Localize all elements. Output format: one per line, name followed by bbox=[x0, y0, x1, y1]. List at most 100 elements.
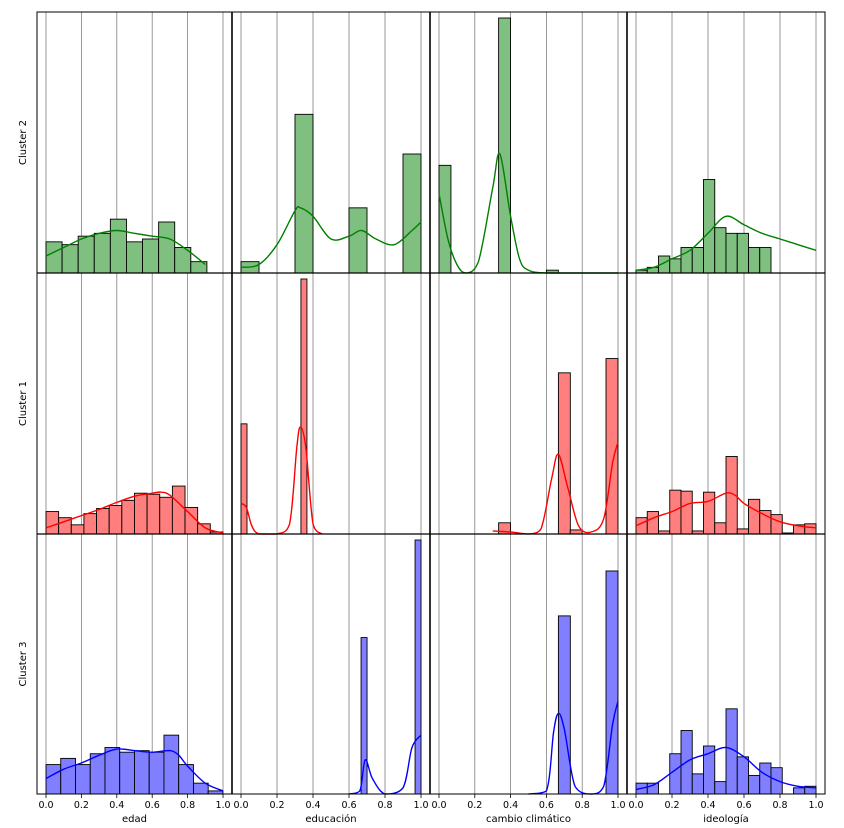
row-label-cluster-1: Cluster 1 bbox=[18, 381, 29, 426]
histogram-bar-cluster-1-edad-5 bbox=[108, 504, 123, 535]
x-axis-label-educacion: educación bbox=[305, 813, 356, 825]
histogram-bar-cluster-3-educacion-1 bbox=[414, 539, 422, 795]
histogram-bar-cluster-3-edad-1 bbox=[60, 757, 76, 795]
panel-cluster-1-edad bbox=[45, 485, 224, 535]
tick-label-edad-3: 0.6 bbox=[145, 800, 160, 811]
tick-label-cambio-climatico-2: 0.4 bbox=[503, 800, 518, 811]
tick-label-cambio-climatico-1: 0.2 bbox=[467, 800, 482, 811]
histogram-bar-cluster-2-edad-4 bbox=[109, 218, 127, 274]
row-label-cluster-3: Cluster 3 bbox=[18, 641, 29, 686]
x-axis-label-edad: edad bbox=[122, 814, 147, 825]
tick-label-cambio-climatico-0: 0.0 bbox=[431, 800, 446, 811]
histogram-bar-cluster-1-edad-6 bbox=[121, 499, 135, 535]
panel-cluster-2-educacion bbox=[240, 113, 422, 274]
panel-cluster-3-ideologia bbox=[635, 708, 817, 795]
tick-label-educacion-4: 0.8 bbox=[377, 800, 392, 811]
histogram-bar-cluster-2-edad-0 bbox=[45, 241, 63, 274]
histogram-bar-cluster-1-edad-3 bbox=[83, 513, 98, 535]
histogram-bar-cluster-2-edad-3 bbox=[93, 232, 111, 274]
tick-label-ideologia-5: 1.0 bbox=[808, 800, 823, 811]
histogram-bar-cluster-2-educacion-1 bbox=[294, 113, 314, 274]
histogram-bar-cluster-2-ideologia-11 bbox=[759, 247, 772, 274]
tick-label-educacion-5: 1.0 bbox=[413, 800, 428, 811]
tick-label-ideologia-1: 0.2 bbox=[664, 800, 679, 811]
histogram-bar-cluster-2-edad-5 bbox=[125, 241, 143, 274]
tick-label-cambio-climatico-4: 0.8 bbox=[575, 800, 590, 811]
panel-cluster-2-ideologia bbox=[635, 179, 817, 274]
histogram-bar-cluster-2-cambio-climatico-0 bbox=[438, 164, 452, 274]
histogram-bar-cluster-2-ideologia-4 bbox=[680, 247, 693, 274]
histogram-bar-cluster-3-cambio-climatico-0 bbox=[557, 615, 571, 795]
histogram-bar-cluster-2-ideologia-7 bbox=[714, 227, 727, 274]
tick-label-ideologia-0: 0.0 bbox=[628, 800, 643, 811]
panel-cluster-3-edad bbox=[45, 734, 224, 795]
panel-cluster-2-cambio-climatico bbox=[438, 17, 618, 274]
histogram-bar-cluster-1-ideologia-4 bbox=[680, 490, 693, 535]
histogram-bar-cluster-1-ideologia-15 bbox=[804, 523, 817, 535]
histogram-bar-cluster-3-edad-4 bbox=[104, 747, 121, 795]
histogram-bar-cluster-1-cambio-climatico-1 bbox=[557, 372, 571, 535]
row-labels: Cluster 2 Cluster 1 Cluster 3 bbox=[18, 120, 29, 687]
histogram-bar-cluster-1-edad-4 bbox=[96, 508, 110, 535]
histogram-bar-cluster-2-ideologia-3 bbox=[669, 258, 682, 274]
kde-curve-cluster-3-edad bbox=[45, 748, 224, 792]
grid-lines bbox=[45, 12, 817, 794]
kde-curve-cluster-2-educacion bbox=[240, 205, 422, 268]
histogram-bar-cluster-1-ideologia-6 bbox=[703, 491, 716, 535]
histogram-bar-cluster-3-edad-0 bbox=[45, 764, 62, 795]
tick-label-edad-4: 0.8 bbox=[180, 800, 195, 811]
tick-label-cambio-climatico-5: 1.0 bbox=[610, 800, 625, 811]
histogram-bar-cluster-2-edad-6 bbox=[142, 238, 160, 274]
histogram-bar-cluster-2-edad-7 bbox=[158, 221, 176, 274]
x-ticks: 0.0 0.2 0.4 0.6 0.8 1.0 0.0 0.2 0.4 0.6 0.8 1.0 0.0 0… bbox=[38, 794, 824, 811]
histogram-bar-cluster-2-ideologia-10 bbox=[748, 247, 761, 274]
histogram-bar-cluster-1-educacion-1 bbox=[300, 278, 308, 535]
tick-label-educacion-3: 0.6 bbox=[341, 800, 356, 811]
x-axis-label-cambio-climatico: cambio climático bbox=[486, 813, 571, 825]
panel-cluster-1-educacion bbox=[240, 278, 323, 535]
panel-frames bbox=[36, 11, 826, 795]
histogram-bar-cluster-1-edad-7 bbox=[134, 492, 148, 535]
tick-label-edad-5: 1.0 bbox=[215, 800, 230, 811]
kde-curve-cluster-1-ideologia bbox=[635, 492, 817, 529]
histogram-bar-cluster-2-cambio-climatico-1 bbox=[498, 17, 511, 274]
histogram-bar-cluster-1-ideologia-12 bbox=[770, 514, 783, 535]
column-labels: edad educación cambio climático ideología bbox=[122, 813, 749, 825]
histogram-bar-cluster-2-ideologia-5 bbox=[691, 247, 704, 274]
kde-curve-cluster-2-ideologia bbox=[635, 215, 817, 271]
tick-label-ideologia-2: 0.4 bbox=[700, 800, 715, 811]
kde-curve-cluster-2-edad bbox=[45, 229, 206, 266]
histogram-bar-cluster-3-ideologia-3 bbox=[669, 753, 682, 795]
panel-cluster-1-ideologia bbox=[635, 456, 817, 535]
histogram-bar-cluster-3-edad-3 bbox=[89, 753, 106, 795]
histogram-bar-cluster-1-edad-10 bbox=[171, 485, 186, 535]
histogram-bar-cluster-3-edad-2 bbox=[75, 764, 91, 795]
histogram-bar-cluster-3-edad-5 bbox=[119, 751, 135, 795]
panel-cluster-3-cambio-climatico bbox=[528, 570, 619, 795]
histogram-bar-cluster-3-edad-7 bbox=[148, 751, 165, 795]
histogram-bar-cluster-2-educacion-2 bbox=[348, 207, 368, 274]
histogram-bar-cluster-2-ideologia-8 bbox=[725, 232, 738, 274]
kde-curve-cluster-2-cambio-climatico bbox=[438, 152, 618, 274]
histogram-bar-cluster-3-ideologia-11 bbox=[759, 762, 772, 795]
histogram-bar-cluster-3-edad-8 bbox=[163, 734, 180, 795]
histogram-bar-cluster-1-ideologia-10 bbox=[748, 498, 761, 535]
tick-label-ideologia-4: 0.8 bbox=[772, 800, 787, 811]
histogram-bar-cluster-1-edad-2 bbox=[70, 524, 85, 535]
histogram-bar-cluster-1-ideologia-1 bbox=[646, 511, 659, 535]
tick-label-educacion-1: 0.2 bbox=[269, 800, 284, 811]
kde-curve-cluster-3-educacion bbox=[348, 734, 422, 795]
tick-label-edad-0: 0.0 bbox=[38, 800, 53, 811]
kde-curve-cluster-1-cambio-climatico bbox=[492, 442, 619, 535]
tick-label-edad-1: 0.2 bbox=[74, 800, 89, 811]
histogram-bar-cluster-1-ideologia-0 bbox=[635, 517, 648, 535]
histogram-bar-cluster-3-educacion-0 bbox=[360, 637, 368, 795]
histogram-bar-cluster-3-ideologia-7 bbox=[714, 781, 727, 795]
kde-curve-cluster-1-educacion bbox=[240, 426, 323, 535]
histogram-bar-cluster-1-edad-8 bbox=[146, 493, 161, 535]
histogram-bar-cluster-1-ideologia-7 bbox=[714, 522, 727, 535]
histogram-bar-cluster-2-edad-2 bbox=[77, 235, 95, 274]
panel-cluster-1-cambio-climatico bbox=[492, 358, 619, 535]
panel-cluster-2-edad bbox=[45, 218, 208, 274]
